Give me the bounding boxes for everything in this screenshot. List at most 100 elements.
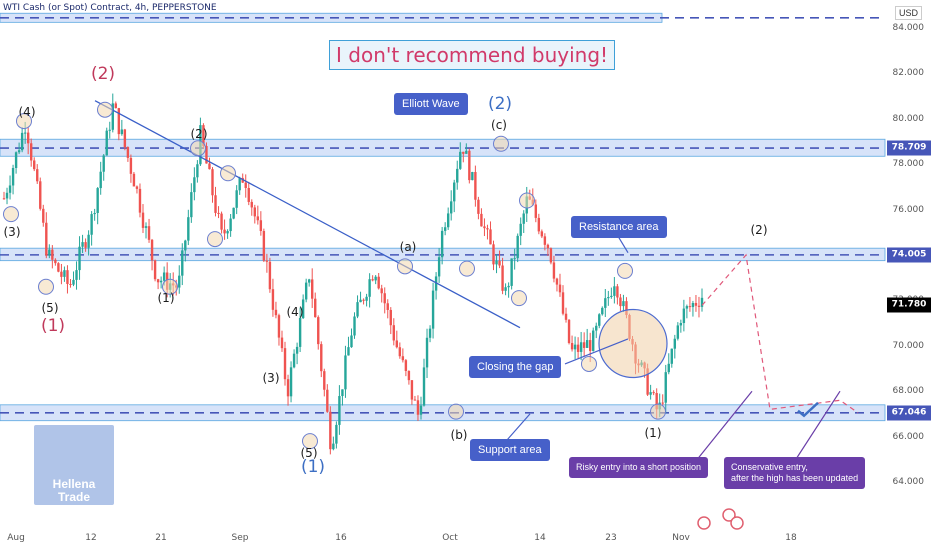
candle-body — [510, 258, 513, 286]
candle-body — [42, 208, 45, 223]
candle-body — [51, 249, 54, 260]
candle-body — [350, 335, 353, 348]
y-tick-label: 68.000 — [892, 386, 925, 397]
candle-body — [616, 286, 619, 298]
candle-body — [69, 283, 72, 285]
candle-body — [579, 342, 583, 352]
candle-body — [262, 231, 266, 261]
candle-body — [691, 302, 695, 308]
candle-body — [232, 207, 235, 219]
y-tick-label: 70.000 — [892, 340, 925, 351]
candle-body — [537, 217, 541, 232]
conservative-entry-callout: Conservative entry, after the high has b… — [724, 457, 866, 489]
candle-body — [377, 276, 380, 289]
candle-body — [29, 143, 33, 161]
y-tick-label: 76.000 — [892, 204, 925, 215]
candle-body — [87, 234, 90, 248]
candle-body — [471, 172, 474, 181]
candle-body — [465, 150, 468, 154]
pivot-circle — [397, 258, 413, 275]
candle-body — [483, 226, 486, 229]
projection-path[interactable] — [701, 253, 859, 414]
candle-body — [419, 405, 423, 415]
x-tick-label: 18 — [785, 533, 797, 543]
pivot-circle — [220, 165, 236, 182]
candle-body — [673, 338, 677, 349]
candle-body — [326, 389, 329, 412]
candle-body — [33, 160, 36, 170]
candle-body — [8, 185, 12, 193]
y-tick-label: 80.000 — [892, 113, 925, 124]
candle-body — [244, 182, 247, 188]
candle-body — [362, 299, 365, 301]
candle-body — [214, 195, 217, 213]
event-flag-icon[interactable] — [697, 516, 711, 530]
candle-body — [141, 212, 145, 228]
zones-layer — [0, 12, 886, 422]
candle-body — [407, 370, 411, 381]
candle-body — [23, 132, 27, 134]
candle-body — [181, 250, 184, 276]
candle-body — [353, 316, 356, 336]
candle-body — [446, 213, 450, 228]
currency-badge[interactable]: USD — [894, 6, 922, 20]
candle-body — [549, 248, 553, 263]
candle-body — [259, 220, 263, 232]
candle-body — [504, 287, 507, 291]
candle-body — [368, 279, 371, 297]
candle-body — [283, 348, 287, 380]
candle-body — [601, 307, 604, 315]
candle-body — [5, 192, 9, 199]
conservative-line-1: Conservative entry, — [731, 462, 808, 472]
candle-body — [664, 372, 667, 403]
x-tick-label: 12 — [85, 533, 97, 543]
candle-body — [277, 315, 281, 338]
candle-body — [398, 347, 402, 357]
event-flag-icon[interactable] — [722, 508, 736, 522]
trend-line[interactable] — [94, 100, 521, 329]
candle-body — [2, 198, 6, 200]
candle-body — [235, 190, 238, 208]
candle-body — [156, 279, 160, 283]
candle-body — [265, 260, 269, 262]
candle-body — [238, 177, 241, 191]
candle-body — [697, 305, 701, 307]
candle-body — [292, 353, 296, 368]
wave-label: (b) — [450, 428, 468, 442]
candle-body — [108, 129, 111, 131]
candle-body — [365, 296, 368, 301]
wave-label: (3) — [262, 371, 280, 385]
candle-body — [610, 295, 613, 297]
candle-body — [395, 340, 399, 348]
candle-body — [162, 272, 166, 281]
event-flag-icon[interactable] — [730, 516, 744, 530]
candle-body — [380, 288, 383, 294]
risky-entry-callout: Risky entry into a short position — [569, 457, 709, 478]
candle-body — [229, 218, 232, 232]
y-tick-label: 78.000 — [892, 159, 925, 170]
candle-body — [93, 212, 96, 215]
candle-body — [184, 240, 187, 251]
candle-body — [561, 292, 565, 314]
candle-body — [374, 276, 377, 281]
candle-body — [453, 182, 456, 202]
candle-body — [416, 400, 420, 415]
candle-body — [11, 167, 15, 186]
wave-label: (2) — [750, 223, 768, 237]
candle-body — [78, 246, 81, 271]
wave-label: (3) — [3, 225, 21, 239]
x-tick-label: Oct — [442, 533, 458, 543]
candle-body — [356, 302, 359, 317]
candle-body — [39, 181, 42, 209]
candle-body — [150, 239, 154, 261]
candle-body — [682, 308, 686, 324]
candle-body — [202, 125, 205, 146]
check-mark — [797, 401, 819, 418]
pivot-circle — [162, 278, 178, 295]
x-tick-label: Aug — [7, 533, 25, 543]
candle-body — [582, 342, 586, 348]
candle-body — [223, 229, 226, 234]
candle-body — [592, 330, 595, 351]
pivot-circle — [16, 113, 32, 130]
